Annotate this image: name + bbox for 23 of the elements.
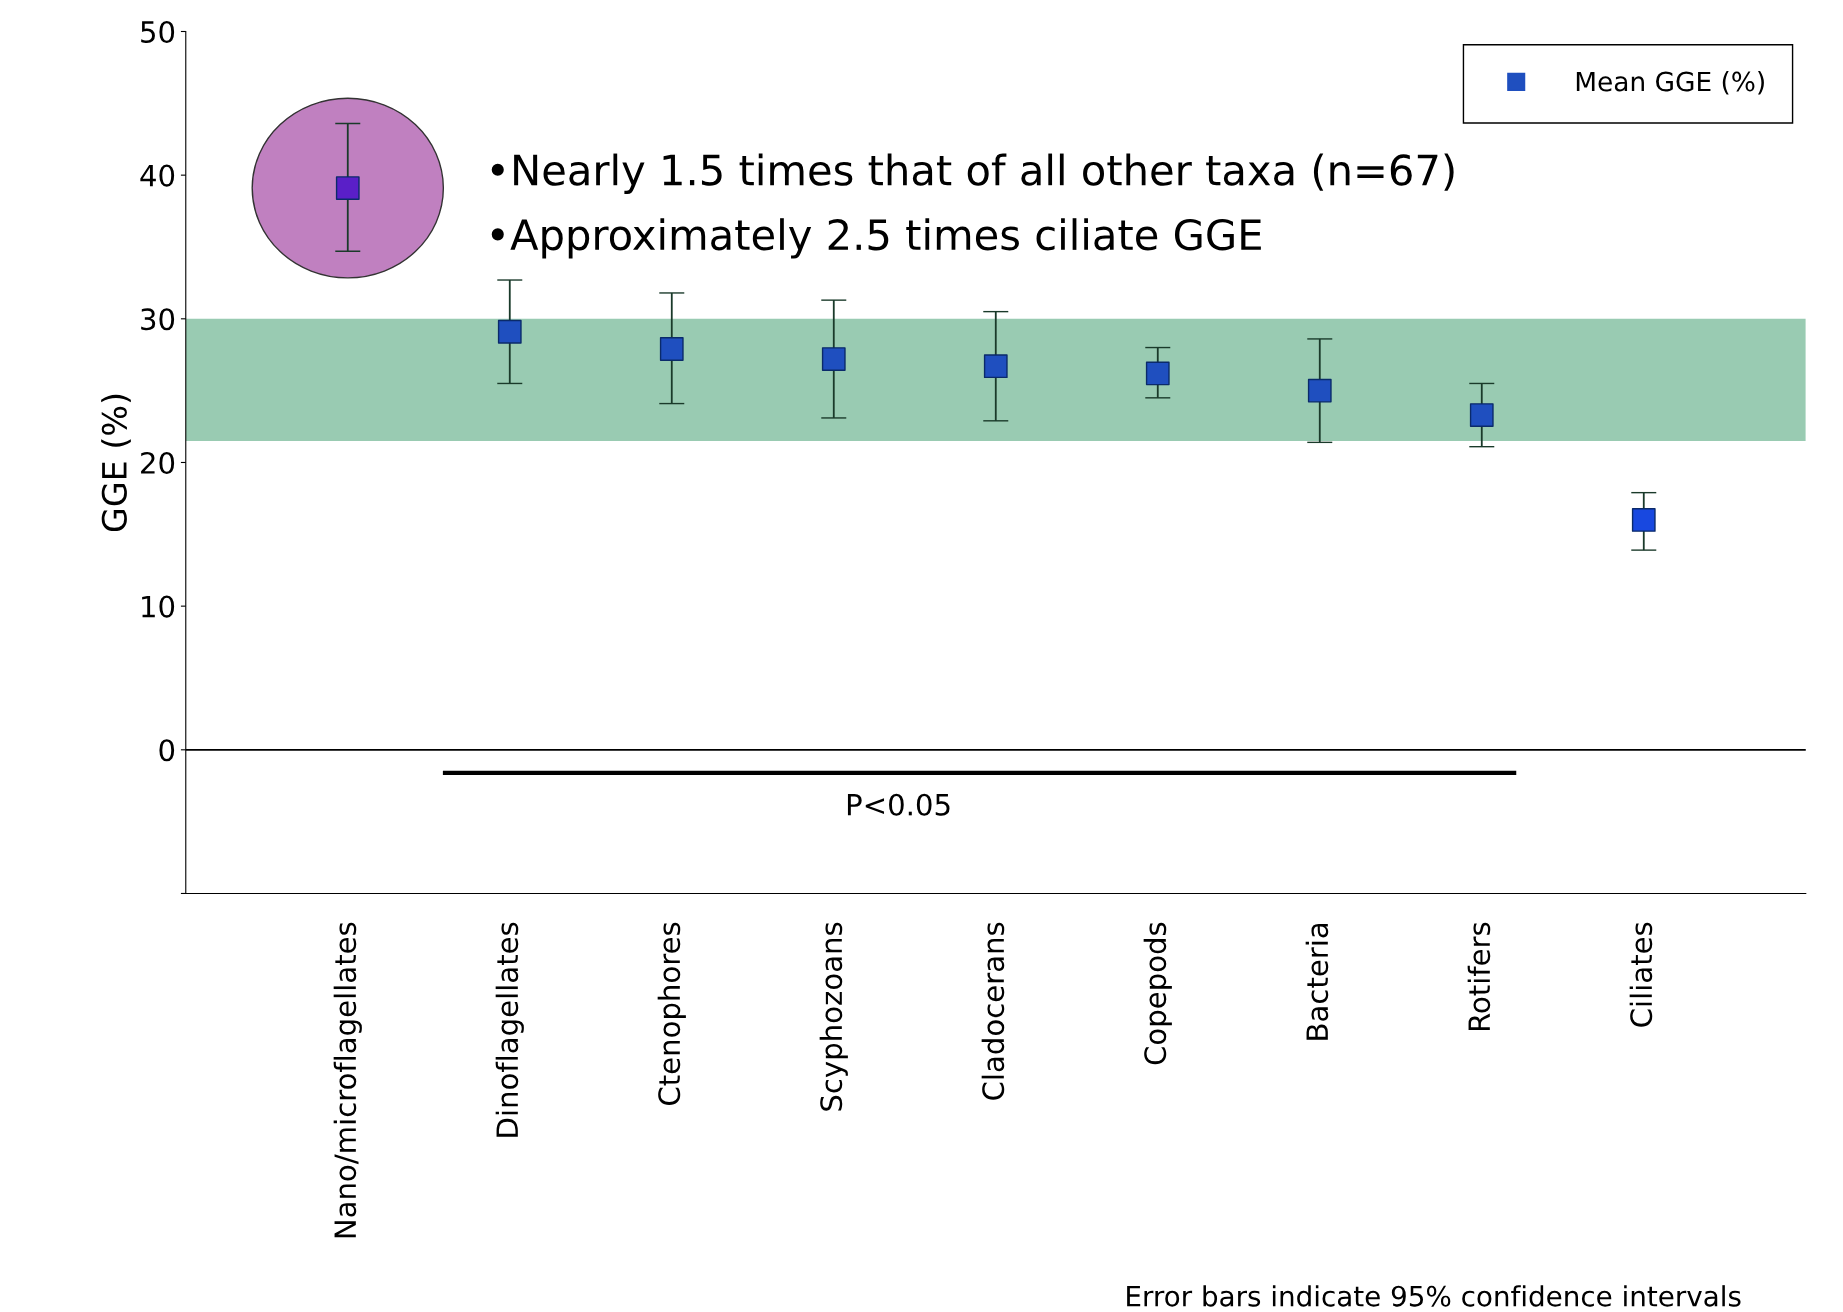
x-tick-label: Nano/microflagellates [333,922,362,1238]
x-tick-label: Rotifers [1467,922,1491,1031]
point [1307,378,1332,403]
y-tick-label: 20 [141,451,175,474]
y-tick-label: 0 [159,739,175,762]
text: Error bars indicate 95% confidence intervals [1127,1285,1741,1307]
y-tick-label: 40 [140,164,175,187]
y-tick-label: 30 [141,308,175,331]
x-tick-label: Cladocerans [981,922,1005,1100]
annotation: •Nearly 1.5 times that of all other taxa (n=67) [491,153,1454,194]
legend-label: Mean GGE (%) [1576,71,1764,95]
y-tick-label: 50 [141,20,175,43]
x-tick-label: Copepods [1143,922,1172,1065]
point [1145,361,1170,386]
annotation: P<0.05 [847,793,950,816]
y-axis-title: GGE (%) [101,394,131,532]
x-tick-label: Dinoflagellates [495,922,524,1137]
annotation: •Approximately 2.5 times ciliate GGE [491,218,1261,259]
x-tick-label: Bacteria [1305,923,1329,1040]
y-tick-label: 10 [142,595,175,618]
x-tick-label: Ciliates [1629,922,1653,1027]
x-tick-label: Ctenophores [657,922,686,1106]
x-tick-label: Scyphozoans [819,922,848,1111]
